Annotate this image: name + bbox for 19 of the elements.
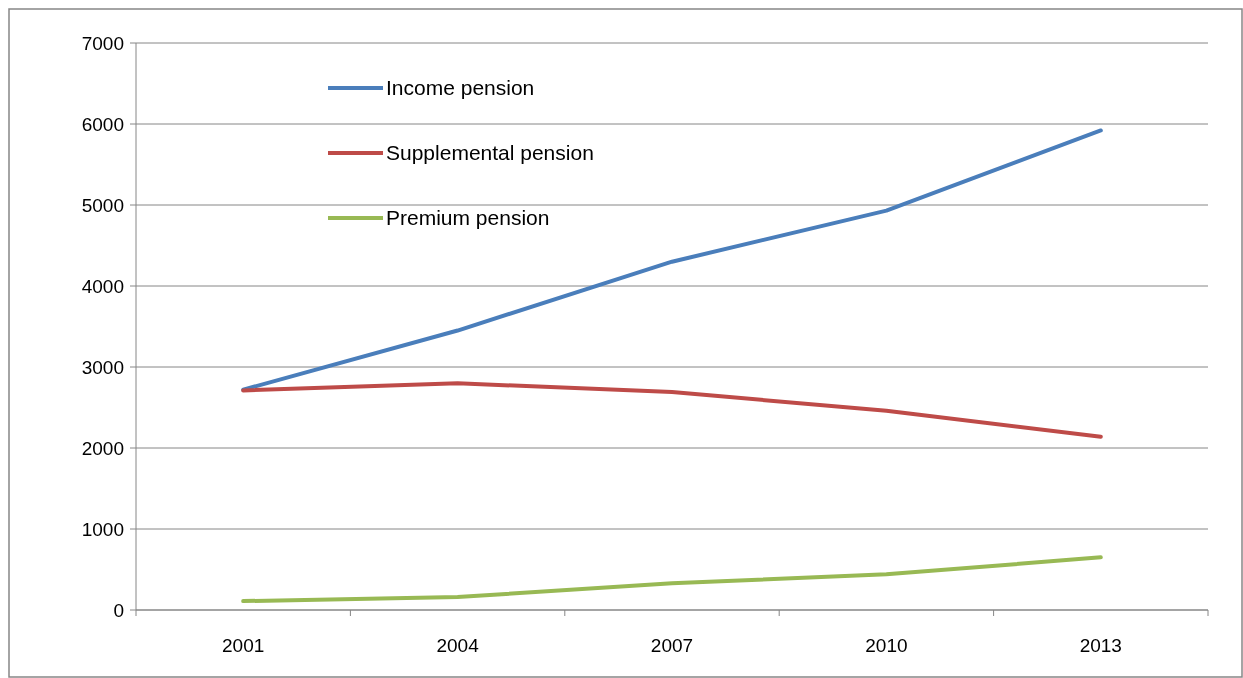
- x-tick-label: 2013: [1079, 635, 1122, 656]
- y-tick-label: 7000: [81, 32, 124, 54]
- legend-label: Supplemental pension: [386, 141, 594, 165]
- x-tick-label: 2001: [222, 635, 265, 656]
- y-tick-label: 4000: [81, 275, 124, 297]
- y-tick-label: 3000: [81, 356, 124, 378]
- line-series: [241, 128, 1103, 392]
- line-series: [241, 555, 1103, 604]
- legend-label: Income pension: [386, 76, 535, 100]
- y-tick-label: 2000: [81, 437, 124, 459]
- x-tick-label: 2004: [436, 635, 480, 656]
- line-series: [241, 381, 1103, 439]
- x-tick-label: 2010: [865, 635, 908, 656]
- x-tick-label: 2007: [650, 635, 694, 656]
- legend-label: Premium pension: [386, 206, 550, 230]
- y-tick-label: 0: [113, 599, 124, 621]
- y-tick-label: 5000: [81, 194, 124, 216]
- y-tick-label: 6000: [81, 113, 124, 135]
- y-tick-label: 1000: [81, 518, 124, 540]
